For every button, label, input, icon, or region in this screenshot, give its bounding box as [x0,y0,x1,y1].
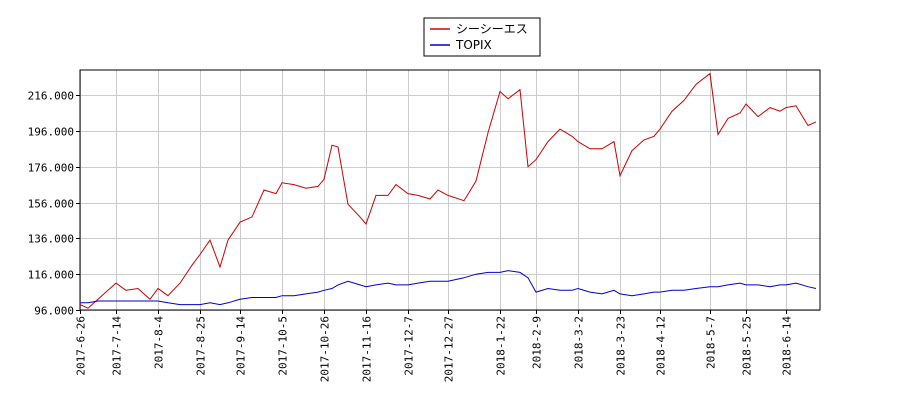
x-tick-label: 2018-2-9 [531,316,544,369]
x-tick-label: 2018-3-23 [615,316,628,376]
x-tick-label: 2017-12-27 [443,316,456,382]
series-line-1 [79,72,817,309]
y-tick-label: 196.000 [28,126,74,139]
grid [80,70,820,311]
x-axis: 2017-6-26 2017-7-14 2017-8-4 2017-8-25 2017-… [75,310,794,382]
x-tick-label: 2017-9-14 [235,316,248,376]
series-lines [79,72,817,309]
legend-label-series-2: TOPIX [455,38,492,52]
x-tick-label: 2017-7-14 [111,316,124,376]
legend-label-series-1: シーシーエス [456,22,528,36]
y-tick-label: 156.000 [28,198,74,211]
x-tick-label: 2017-8-25 [195,316,208,376]
series-line-2 [80,270,817,306]
x-tick-label: 2018-6-14 [781,316,794,376]
x-tick-label: 2018-5-7 [705,316,718,369]
legend-box [423,17,541,57]
x-tick-label: 2018-3-2 [573,316,586,369]
y-axis: 96.000 116.000 136.000 156.000 176.000 196.00… [28,90,80,318]
x-tick-label: 2017-12-7 [403,316,416,376]
x-tick-label: 2017-6-26 [75,316,88,376]
plot-area-frame [79,69,821,311]
y-tick-label: 136.000 [28,233,74,246]
x-tick-label: 2018-4-12 [655,316,668,376]
y-tick-label: 176.000 [28,162,74,175]
y-tick-label: 216.000 [28,90,74,103]
x-tick-label: 2017-10-5 [277,316,290,376]
x-tick-label: 2017-11-16 [361,316,374,382]
y-tick-label: 116.000 [28,269,74,282]
x-tick-label: 2017-10-26 [319,316,332,382]
x-tick-label: 2018-1-22 [495,316,508,376]
x-tick-label: 2017-8-4 [153,316,166,369]
x-tick-label: 2018-5-25 [741,316,754,376]
y-tick-label: 96.000 [34,305,74,318]
legend: シーシーエス TOPIX [423,17,541,57]
